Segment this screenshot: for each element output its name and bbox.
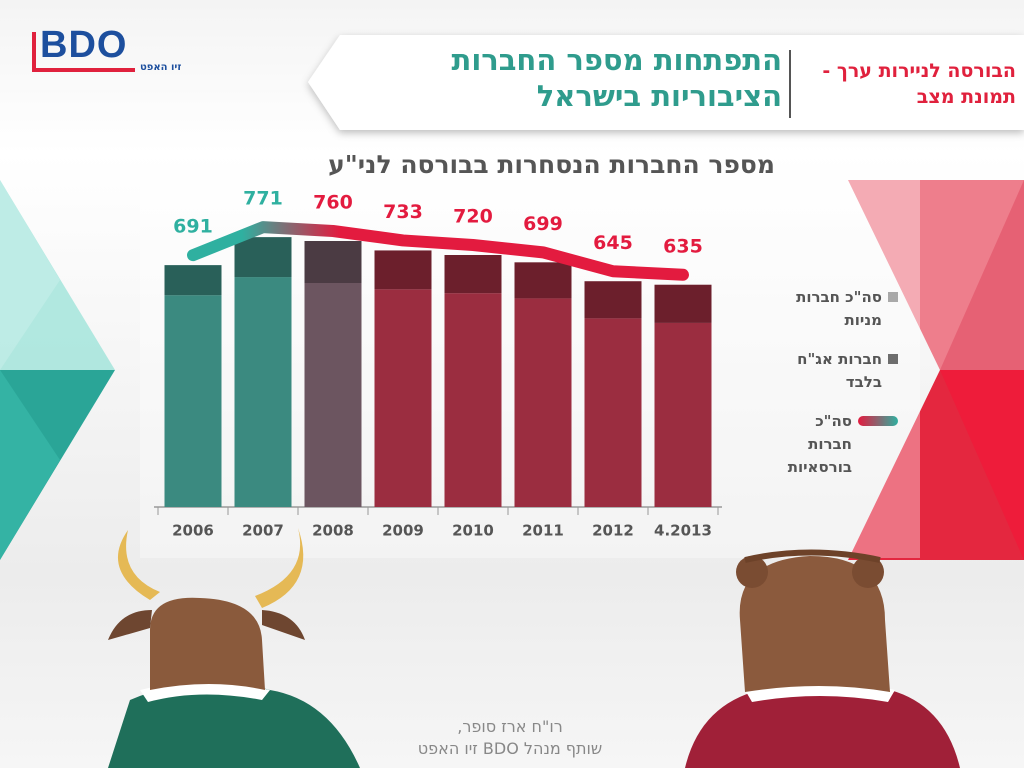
x-tick-label: 2010 xyxy=(452,522,494,540)
logo-subtitle: זיו האפט xyxy=(140,62,182,73)
chart-title: מספר החברות הנסחרות בבורסה לני"ע xyxy=(328,150,775,179)
bar-segment xyxy=(584,281,642,319)
bar-segment xyxy=(444,255,502,294)
bar-segment xyxy=(164,295,222,507)
bar-segment xyxy=(374,250,432,290)
bar-shade xyxy=(654,284,712,323)
legend-label: סה"כ חברות בורסאיות xyxy=(787,412,852,476)
legend-swatch xyxy=(858,416,898,426)
header-title: התפתחות מספר החברות הציבוריות בישראל xyxy=(451,43,782,113)
bar-segment xyxy=(234,237,292,278)
bar-shade xyxy=(374,250,432,290)
bar-segment xyxy=(654,284,712,323)
legend-label: סה"כ חברות מניות xyxy=(796,288,882,329)
legend-swatch xyxy=(888,354,898,364)
bar-segment xyxy=(514,298,572,507)
x-tick-label: 2012 xyxy=(592,522,634,540)
bear xyxy=(685,549,960,768)
x-tick-label: 2007 xyxy=(242,522,284,540)
header-banner xyxy=(308,35,1024,130)
footer-line: שותף מנהל BDO זיו האפט xyxy=(417,739,603,758)
bar-segment xyxy=(164,265,222,296)
bar-segment xyxy=(304,241,362,283)
bar-segment xyxy=(654,322,712,507)
bar-shade xyxy=(444,255,502,294)
bar-shade xyxy=(234,237,292,278)
bull xyxy=(108,528,360,768)
legend-item: חברות אג"ח בלבד xyxy=(768,348,898,394)
data-label: 691 xyxy=(173,216,213,238)
x-tick-label: 2008 xyxy=(312,522,354,540)
bar-shade xyxy=(514,262,572,299)
legend-item: סה"כ חברות בורסאיות xyxy=(768,410,898,479)
bar-shade xyxy=(164,265,222,296)
data-label: 771 xyxy=(243,188,283,210)
header-section: הבורסה לניירות ערך - תמונת מצב xyxy=(822,60,1016,108)
x-tick-label: 2009 xyxy=(382,522,424,540)
x-tick-label: 4.2013 xyxy=(654,522,712,540)
plot: 2006 2007 2008 2009 2010 2011 2012 4.2013 691 771… xyxy=(154,188,722,540)
logo-brand: BDO xyxy=(40,24,128,66)
data-label: 699 xyxy=(523,213,563,235)
bar-shade xyxy=(304,241,362,283)
x-tick-label: 2011 xyxy=(522,522,564,540)
bar-segment xyxy=(584,318,642,507)
legend-swatch xyxy=(888,292,898,302)
bar-segment xyxy=(444,293,502,507)
legend-label: חברות אג"ח בלבד xyxy=(797,350,882,391)
footer-line: רו"ח ארז סופר, xyxy=(457,717,563,736)
data-label: 720 xyxy=(453,206,493,228)
legend-item: סה"כ חברות מניות xyxy=(768,286,898,332)
bar-segment xyxy=(234,277,292,507)
footer: רו"ח ארז סופר, שותף מנהל BDO זיו האפט xyxy=(300,716,720,760)
x-tick-label: 2006 xyxy=(172,522,214,540)
logo-bracket xyxy=(32,32,135,72)
bar-segment xyxy=(374,289,432,507)
bar-shade xyxy=(584,281,642,319)
data-label: 635 xyxy=(663,235,703,257)
total-line xyxy=(187,221,689,281)
right-triangles xyxy=(848,180,1024,560)
data-label: 645 xyxy=(593,232,633,254)
bar-segment xyxy=(304,283,362,507)
bar-segment xyxy=(514,262,572,299)
legend: סה"כ חברות מניות חברות אג"ח בלבד סה"כ חברו… xyxy=(768,286,898,495)
data-label: 733 xyxy=(383,201,423,223)
left-triangles xyxy=(0,180,115,560)
data-label: 760 xyxy=(313,192,353,214)
